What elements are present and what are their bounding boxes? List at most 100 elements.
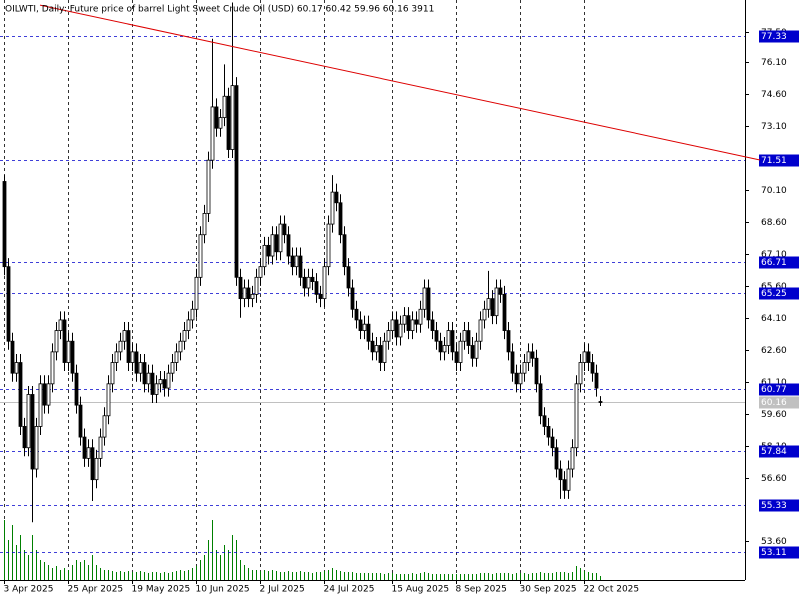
- candle-body: [70, 340, 75, 374]
- candle-body: [74, 372, 79, 406]
- x-tick-label: 8 Sep 2025: [456, 585, 507, 595]
- candle-body: [94, 457, 99, 481]
- y-tick-label: 70.10: [761, 186, 787, 196]
- candle-body: [174, 351, 179, 363]
- x-tick-label: 30 Sep 2025: [520, 585, 577, 595]
- candle-body: [570, 447, 575, 470]
- candle-body: [370, 340, 375, 353]
- candle-body: [410, 319, 415, 331]
- candle-body: [486, 298, 491, 310]
- candle-body: [46, 383, 51, 406]
- candle-body: [58, 319, 63, 331]
- candle-body: [542, 415, 547, 427]
- candle-body: [314, 281, 319, 295]
- candle-body: [166, 372, 171, 389]
- level-label: 57.84: [761, 447, 787, 457]
- candle-body: [66, 340, 71, 363]
- candle-body: [222, 95, 227, 118]
- candle-body: [350, 287, 355, 310]
- candle-body: [594, 372, 599, 389]
- level-label: 60.77: [761, 385, 787, 395]
- level-label: 53.11: [761, 548, 787, 558]
- candle-body: [218, 117, 223, 129]
- candle-body: [334, 191, 339, 204]
- candle-body: [154, 383, 159, 395]
- candle-body: [22, 426, 27, 449]
- candle-body: [418, 308, 423, 325]
- y-tick-label: 56.60: [761, 474, 787, 484]
- candle-body: [386, 330, 391, 342]
- candle-body: [146, 372, 151, 385]
- candle-body: [390, 319, 395, 331]
- candle-body: [414, 319, 419, 325]
- candle-body: [130, 351, 135, 363]
- candle-body: [242, 287, 247, 300]
- candle-body: [362, 323, 367, 331]
- candle-body: [50, 351, 55, 385]
- level-label-box: [759, 546, 799, 559]
- candle-body: [190, 308, 195, 321]
- candle-body: [318, 293, 323, 300]
- candle-body: [482, 308, 487, 321]
- candle-body: [30, 394, 35, 470]
- candle-body: [402, 315, 407, 325]
- candle-body: [210, 106, 215, 161]
- candle-body: [450, 330, 455, 353]
- x-tick-label: 19 May 2025: [132, 585, 191, 595]
- candle-body: [286, 234, 291, 257]
- candle-body: [118, 340, 123, 353]
- candle-body: [434, 330, 439, 342]
- candle-body: [34, 426, 39, 470]
- candle-body: [86, 447, 91, 459]
- candle-body: [294, 255, 299, 268]
- candle-body: [526, 351, 531, 363]
- candle-body: [510, 351, 515, 374]
- candle-body: [266, 244, 271, 257]
- candle-body: [186, 319, 191, 331]
- level-label-box: [759, 445, 799, 458]
- candle-body: [14, 362, 19, 374]
- candle-body: [158, 379, 163, 385]
- candle-body: [454, 351, 459, 363]
- y-tick-label: 59.60: [761, 410, 787, 420]
- y-tick-label: 61.10: [761, 378, 787, 388]
- candle-body: [534, 357, 539, 385]
- candle-body: [2, 181, 7, 268]
- candle-body: [134, 351, 139, 374]
- candle-body: [342, 234, 347, 268]
- candle-body: [62, 319, 67, 363]
- candle-body: [590, 362, 595, 374]
- candle-body: [78, 404, 83, 438]
- candle-body: [98, 436, 103, 459]
- level-label-box: [759, 287, 799, 300]
- candle-body: [106, 383, 111, 417]
- y-tick-label: 64.10: [761, 314, 787, 324]
- candle-body: [430, 319, 435, 331]
- level-label: 55.33: [761, 501, 787, 511]
- level-label-box: [759, 383, 799, 396]
- candle-body: [178, 340, 183, 353]
- candle-body: [514, 372, 519, 385]
- candle-body: [358, 319, 363, 331]
- candle-body: [18, 362, 23, 427]
- candle-body: [518, 372, 523, 385]
- candle-body: [438, 340, 443, 353]
- candle-body: [230, 85, 235, 150]
- candle-body: [426, 287, 431, 321]
- x-tick-label: 24 Jul 2025: [324, 585, 375, 595]
- candle-body: [194, 276, 199, 310]
- candle-body: [394, 319, 399, 338]
- candle-body: [254, 276, 259, 295]
- y-tick-label: 67.10: [761, 250, 787, 260]
- level-label: 71.51: [761, 156, 787, 166]
- candle-body: [258, 266, 263, 278]
- candle-body: [122, 330, 127, 342]
- candle-body: [278, 223, 283, 253]
- y-tick-label: 74.60: [761, 90, 787, 100]
- level-label: 65.25: [761, 289, 787, 299]
- level-label: 66.71: [761, 258, 787, 268]
- trendline: [39, 4, 761, 161]
- chart-title: OILWTI, Daily: Future price of barrel Li…: [5, 5, 434, 15]
- candle-body: [458, 340, 463, 363]
